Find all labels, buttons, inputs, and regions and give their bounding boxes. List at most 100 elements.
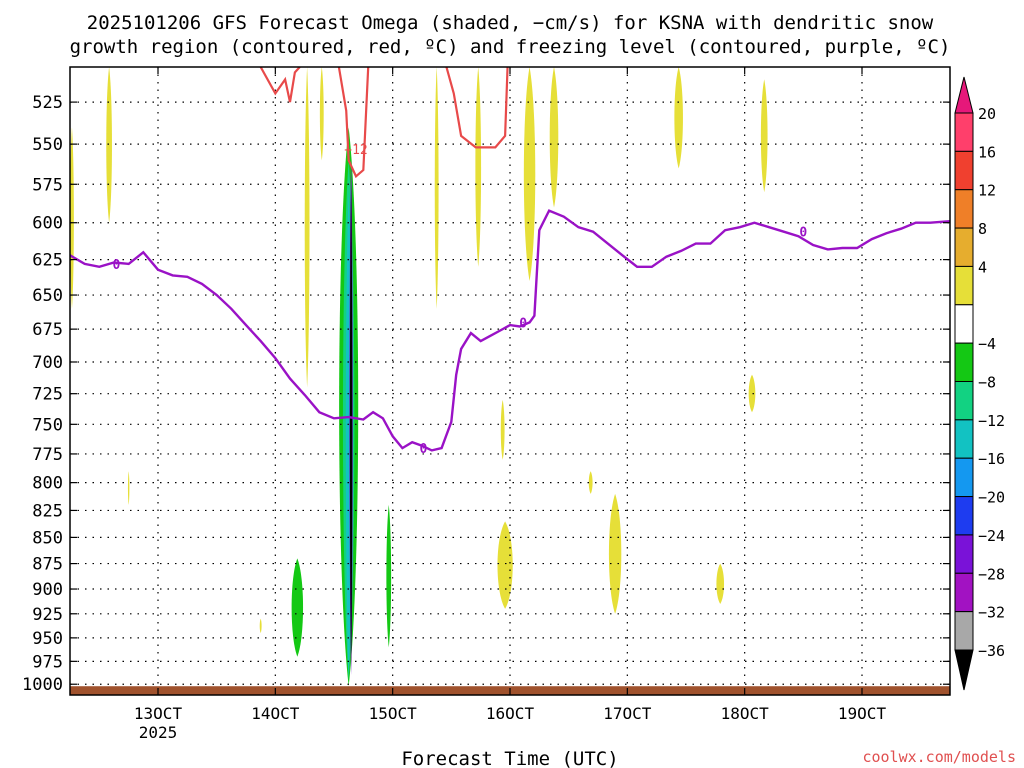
colorbar-swatch [954, 611, 974, 651]
colorbar-swatch [954, 112, 974, 152]
chart-title-line-2: growth region (contoured, red, ºC) and f… [70, 36, 951, 58]
colorbar-label: −20 [978, 489, 1005, 507]
y-tick-label: 1000 [22, 675, 63, 695]
omega-neg-area [388, 295, 397, 449]
y-tick-label: 600 [32, 214, 63, 234]
colorbar-label: −4 [978, 335, 996, 353]
y-tick-label: 750 [32, 415, 63, 435]
omega-shading [70, 67, 768, 689]
x-tick-label: 19OCT [838, 704, 887, 723]
dgz-contour [445, 67, 509, 149]
omega-pos-area [319, 67, 324, 161]
colorbar-label: −28 [978, 565, 1005, 583]
y-tick-label: 900 [32, 580, 63, 600]
omega-pos-area [760, 79, 768, 193]
credit-link[interactable]: coolwx.com/models [862, 748, 1016, 766]
omega-pos-area [70, 127, 74, 309]
y-tick-label: 800 [32, 474, 63, 494]
y-tick-label: 725 [32, 385, 63, 405]
y-tick-label: 550 [32, 135, 63, 155]
omega-pos-area [500, 399, 505, 460]
colorbar-swatch [954, 265, 974, 306]
omega-pos-area [716, 563, 725, 604]
y-tick-label: 925 [32, 605, 63, 625]
y-tick-label: 675 [32, 320, 63, 340]
colorbar-swatch [954, 572, 974, 613]
omega-pos-area [674, 67, 683, 169]
x-axis-label: Forecast Time (UTC) [401, 748, 618, 768]
dgz-contour [259, 67, 301, 103]
y-tick-label: 625 [32, 251, 63, 271]
colorbar-label: 16 [978, 143, 996, 161]
dgz-contours [259, 67, 509, 179]
omega-neg-area [386, 504, 392, 648]
colorbar-label: 12 [978, 182, 996, 200]
y-tick-label: 650 [32, 286, 63, 306]
colorbar-bottom-arrow [954, 649, 974, 691]
omega-neg-core [349, 184, 353, 666]
dgz-contour [337, 67, 370, 179]
omega-pos-area [475, 67, 482, 267]
colorbar-label: −12 [978, 412, 1005, 430]
colorbar-swatch [954, 496, 974, 536]
y-tick-label: 825 [32, 501, 63, 521]
colorbar-swatch [954, 457, 974, 498]
colorbar-top-arrow [954, 76, 974, 114]
omega-pos-area [127, 471, 130, 505]
freezing-level-label: 0 [113, 258, 121, 273]
omega-pos-area [304, 67, 310, 388]
y-tick-label: 775 [32, 445, 63, 465]
colorbar-label: −32 [978, 604, 1005, 622]
colorbar-label: 20 [978, 105, 996, 123]
y-tick-label: 975 [32, 652, 63, 672]
y-tick-label: 950 [32, 629, 63, 649]
colorbar: 20 16 12 8 4 −4 −8 −12 −16 −20 −24 −28 −32 −36 [954, 76, 1005, 691]
colorbar-label: −16 [978, 450, 1005, 468]
y-tick-label: 875 [32, 555, 63, 575]
colorbar-swatch [954, 304, 974, 344]
dgz-contour-label: −12 [344, 143, 367, 158]
colorbar-swatch [954, 227, 974, 267]
x-tick-label: 17OCT [603, 704, 652, 723]
x-tick-label: 14OCT [251, 704, 300, 723]
colorbar-swatch [954, 381, 974, 421]
freezing-level-label: 0 [519, 316, 527, 331]
omega-pos-area [608, 493, 622, 614]
freezing-level-label: 0 [799, 226, 807, 241]
omega-pos-area [434, 67, 439, 309]
freezing-level-label: 0 [420, 442, 428, 457]
chart-title-line-1: 2025101206 GFS Forecast Omega (shaded, −… [87, 12, 934, 34]
omega-pos-area [497, 521, 513, 609]
omega-pos-area [748, 374, 756, 413]
plot-area: −12 0 0 0 0 [69, 66, 951, 696]
freezing-level-contour [70, 209, 950, 452]
x-tick-label: 13OCT [134, 704, 183, 723]
omega-pos-area [549, 67, 559, 208]
colorbar-label: −36 [978, 642, 1005, 660]
colorbar-label: 8 [978, 220, 987, 238]
colorbar-swatch [954, 189, 974, 229]
x-tick-sublabel: 2025 [139, 723, 178, 742]
colorbar-label: −24 [978, 527, 1005, 545]
omega-neg-area [266, 281, 273, 437]
omega-pos-area [259, 618, 262, 634]
colorbar-swatch [954, 419, 974, 459]
omega-pos-area [588, 471, 593, 494]
colorbar-label: 4 [978, 258, 987, 276]
colorbar-swatch [954, 342, 974, 382]
omega-pos-area [523, 67, 536, 282]
colorbar-swatch [954, 150, 974, 191]
x-tick-label: 15OCT [369, 704, 418, 723]
colorbar-label: −8 [978, 374, 996, 392]
colorbar-swatch [954, 534, 974, 574]
y-tick-label: 700 [32, 353, 63, 373]
y-tick-label: 575 [32, 175, 63, 195]
x-tick-label: 18OCT [721, 704, 770, 723]
omega-neg-area [214, 532, 219, 559]
omega-neg-area [291, 558, 304, 657]
y-axis-pressure: 525 550 575 600 625 650 675 700 725 750 775 800 825 8… [22, 93, 950, 695]
y-tick-label: 525 [32, 93, 63, 113]
y-tick-label: 850 [32, 528, 63, 548]
